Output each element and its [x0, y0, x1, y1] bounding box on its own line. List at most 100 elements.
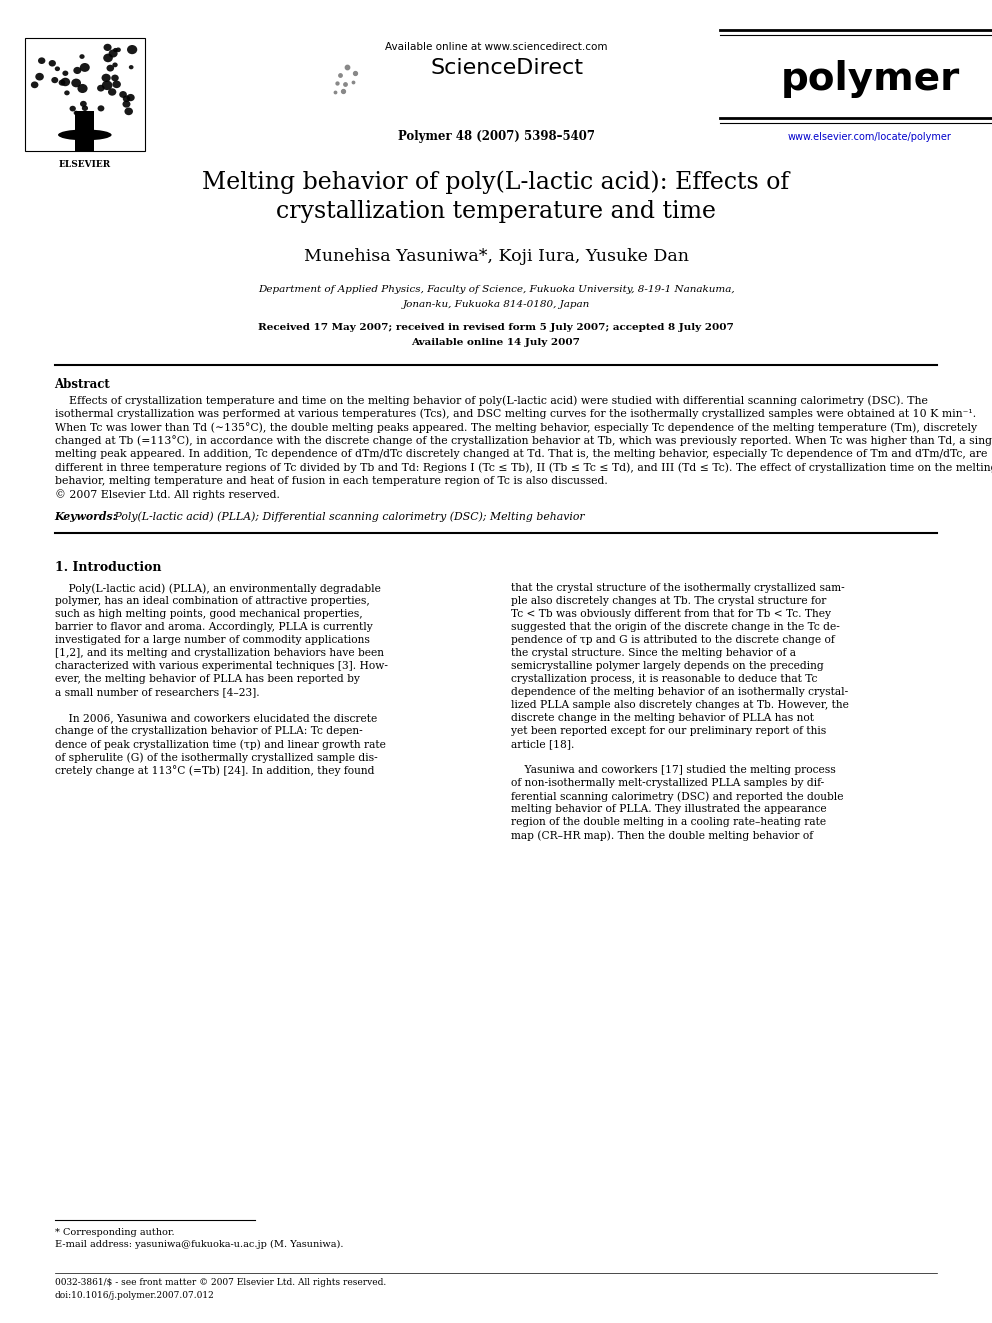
- Text: Melting behavior of poly(L-lactic acid): Effects of: Melting behavior of poly(L-lactic acid):…: [202, 169, 790, 193]
- Ellipse shape: [129, 65, 134, 69]
- Text: that the crystal structure of the isothermally crystallized sam-: that the crystal structure of the isothe…: [511, 583, 844, 593]
- Text: such as high melting points, good mechanical properties,: such as high melting points, good mechan…: [55, 609, 362, 619]
- Text: pendence of τp and G is attributed to the discrete change of: pendence of τp and G is attributed to th…: [511, 635, 834, 646]
- Text: crystallization temperature and time: crystallization temperature and time: [276, 200, 716, 224]
- Text: yet been reported except for our preliminary report of this: yet been reported except for our prelimi…: [511, 726, 826, 736]
- Text: Poly(L-lactic acid) (PLLA), an environmentally degradable: Poly(L-lactic acid) (PLLA), an environme…: [55, 583, 381, 594]
- Text: behavior, melting temperature and heat of fusion in each temperature region of T: behavior, melting temperature and heat o…: [55, 476, 607, 486]
- Text: dence of peak crystallization time (τp) and linear growth rate: dence of peak crystallization time (τp) …: [55, 740, 386, 750]
- Text: of non-isothermally melt-crystallized PLLA samples by dif-: of non-isothermally melt-crystallized PL…: [511, 778, 824, 789]
- Text: 1. Introduction: 1. Introduction: [55, 561, 161, 574]
- Text: melting behavior of PLLA. They illustrated the appearance: melting behavior of PLLA. They illustrat…: [511, 804, 826, 814]
- Text: cretely change at 113°C (=Tb) [24]. In addition, they found: cretely change at 113°C (=Tb) [24]. In a…: [55, 765, 374, 775]
- Ellipse shape: [58, 130, 111, 140]
- Ellipse shape: [102, 81, 112, 90]
- Text: change of the crystallization behavior of PLLA: Tc depen-: change of the crystallization behavior o…: [55, 726, 362, 736]
- Text: semicrystalline polymer largely depends on the preceding: semicrystalline polymer largely depends …: [511, 662, 823, 671]
- Ellipse shape: [31, 82, 39, 89]
- Text: lized PLLA sample also discretely changes at Tb. However, the: lized PLLA sample also discretely change…: [511, 700, 849, 710]
- Ellipse shape: [71, 78, 81, 87]
- Text: a small number of researchers [4–23].: a small number of researchers [4–23].: [55, 687, 259, 697]
- Text: Munehisa Yasuniwa*, Koji Iura, Yusuke Dan: Munehisa Yasuniwa*, Koji Iura, Yusuke Da…: [304, 247, 688, 265]
- Text: polymer: polymer: [781, 60, 959, 98]
- Ellipse shape: [127, 94, 135, 102]
- Text: discrete change in the melting behavior of PLLA has not: discrete change in the melting behavior …: [511, 713, 813, 722]
- Ellipse shape: [59, 79, 65, 86]
- Text: In 2006, Yasuniwa and coworkers elucidated the discrete: In 2006, Yasuniwa and coworkers elucidat…: [55, 713, 377, 722]
- Ellipse shape: [101, 74, 111, 82]
- Text: * Corresponding author.: * Corresponding author.: [55, 1228, 175, 1237]
- Ellipse shape: [122, 101, 131, 107]
- Ellipse shape: [123, 95, 130, 102]
- Text: Abstract: Abstract: [55, 378, 110, 392]
- Text: Effects of crystallization temperature and time on the melting behavior of poly(: Effects of crystallization temperature a…: [55, 396, 928, 406]
- Text: region of the double melting in a cooling rate–heating rate: region of the double melting in a coolin…: [511, 818, 826, 827]
- Ellipse shape: [69, 106, 75, 111]
- Text: article [18].: article [18].: [511, 740, 574, 749]
- Text: Available online at www.sciencedirect.com: Available online at www.sciencedirect.co…: [385, 42, 607, 52]
- Text: of spherulite (G) of the isothermally crystallized sample dis-: of spherulite (G) of the isothermally cr…: [55, 751, 377, 762]
- Ellipse shape: [38, 57, 46, 64]
- Ellipse shape: [119, 91, 127, 98]
- Ellipse shape: [73, 67, 81, 74]
- Ellipse shape: [112, 62, 118, 67]
- Text: Department of Applied Physics, Faculty of Science, Fukuoka University, 8-19-1 Na: Department of Applied Physics, Faculty o…: [258, 284, 734, 294]
- Text: Yasuniwa and coworkers [17] studied the melting process: Yasuniwa and coworkers [17] studied the …: [511, 765, 835, 775]
- Text: ever, the melting behavior of PLLA has been reported by: ever, the melting behavior of PLLA has b…: [55, 673, 359, 684]
- Ellipse shape: [81, 106, 88, 111]
- Text: barrier to flavor and aroma. Accordingly, PLLA is currently: barrier to flavor and aroma. Accordingly…: [55, 622, 372, 632]
- Text: changed at Tb (=113°C), in accordance with the discrete change of the crystalliz: changed at Tb (=113°C), in accordance wi…: [55, 435, 992, 446]
- Ellipse shape: [62, 70, 68, 75]
- Text: polymer, has an ideal combination of attractive properties,: polymer, has an ideal combination of att…: [55, 595, 369, 606]
- Text: Poly(L-lactic acid) (PLLA); Differential scanning calorimetry (DSC); Melting beh: Poly(L-lactic acid) (PLLA); Differential…: [110, 511, 584, 521]
- Text: [1,2], and its melting and crystallization behaviors have been: [1,2], and its melting and crystallizati…: [55, 648, 384, 658]
- Text: Polymer 48 (2007) 5398–5407: Polymer 48 (2007) 5398–5407: [398, 130, 594, 143]
- Ellipse shape: [97, 106, 104, 111]
- Ellipse shape: [106, 65, 114, 71]
- Text: Tc < Tb was obviously different from that for Tb < Tc. They: Tc < Tb was obviously different from tha…: [511, 609, 831, 619]
- Text: © 2007 Elsevier Ltd. All rights reserved.: © 2007 Elsevier Ltd. All rights reserved…: [55, 490, 280, 500]
- Bar: [25, 38, 145, 151]
- Text: map (CR–HR map). Then the double melting behavior of: map (CR–HR map). Then the double melting…: [511, 830, 813, 840]
- Ellipse shape: [116, 48, 121, 52]
- Text: ELSEVIER: ELSEVIER: [59, 160, 111, 169]
- Text: investigated for a large number of commodity applications: investigated for a large number of commo…: [55, 635, 369, 646]
- Ellipse shape: [113, 48, 118, 52]
- Text: suggested that the origin of the discrete change in the Tc de-: suggested that the origin of the discret…: [511, 622, 840, 632]
- Ellipse shape: [103, 44, 112, 52]
- Text: dependence of the melting behavior of an isothermally crystal-: dependence of the melting behavior of an…: [511, 687, 848, 697]
- Text: crystallization process, it is reasonable to deduce that Tc: crystallization process, it is reasonabl…: [511, 673, 817, 684]
- Ellipse shape: [79, 54, 84, 60]
- Ellipse shape: [108, 89, 116, 95]
- Ellipse shape: [36, 73, 44, 81]
- Text: the crystal structure. Since the melting behavior of a: the crystal structure. Since the melting…: [511, 648, 796, 658]
- Text: isothermal crystallization was performed at various temperatures (Tcs), and DSC : isothermal crystallization was performed…: [55, 409, 976, 419]
- Text: E-mail address: yasuniwa@fukuoka-u.ac.jp (M. Yasuniwa).: E-mail address: yasuniwa@fukuoka-u.ac.jp…: [55, 1240, 343, 1249]
- Text: www.elsevier.com/locate/polymer: www.elsevier.com/locate/polymer: [788, 132, 952, 142]
- Text: ScienceDirect: ScienceDirect: [430, 58, 583, 78]
- Text: ferential scanning calorimetry (DSC) and reported the double: ferential scanning calorimetry (DSC) and…: [511, 791, 843, 802]
- Ellipse shape: [111, 74, 119, 81]
- Text: Received 17 May 2007; received in revised form 5 July 2007; accepted 8 July 2007: Received 17 May 2007; received in revise…: [258, 323, 734, 332]
- Text: 0032-3861/$ - see front matter © 2007 Elsevier Ltd. All rights reserved.: 0032-3861/$ - see front matter © 2007 El…: [55, 1278, 386, 1287]
- Text: Jonan-ku, Fukuoka 814-0180, Japan: Jonan-ku, Fukuoka 814-0180, Japan: [403, 300, 589, 310]
- Ellipse shape: [49, 60, 56, 66]
- Ellipse shape: [55, 66, 61, 71]
- Ellipse shape: [103, 54, 113, 62]
- Text: Keywords:: Keywords:: [55, 511, 117, 523]
- Ellipse shape: [80, 101, 86, 107]
- Ellipse shape: [64, 90, 69, 95]
- Ellipse shape: [52, 77, 59, 83]
- Text: Available online 14 July 2007: Available online 14 July 2007: [412, 337, 580, 347]
- Ellipse shape: [108, 49, 118, 57]
- Text: When Tc was lower than Td (∼135°C), the double melting peaks appeared. The melti: When Tc was lower than Td (∼135°C), the …: [55, 422, 977, 433]
- Ellipse shape: [124, 107, 133, 115]
- Text: melting peak appeared. In addition, Tc dependence of dTm/dTc discretely changed : melting peak appeared. In addition, Tc d…: [55, 448, 987, 459]
- Ellipse shape: [73, 111, 78, 115]
- Text: ple also discretely changes at Tb. The crystal structure for: ple also discretely changes at Tb. The c…: [511, 595, 826, 606]
- Ellipse shape: [112, 81, 121, 89]
- Ellipse shape: [77, 83, 87, 93]
- Bar: [75, 111, 94, 151]
- Text: different in three temperature regions of Tc divided by Tb and Td: Regions I (Tc: different in three temperature regions o…: [55, 463, 992, 474]
- Ellipse shape: [61, 78, 70, 86]
